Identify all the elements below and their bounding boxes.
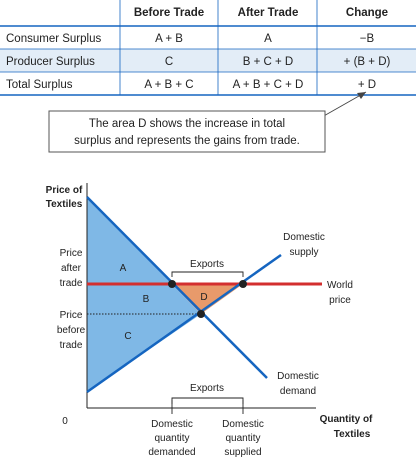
demand-label-line1: Domestic: [277, 371, 319, 382]
trade-diagram: Exports Exports A B D C Price of Textile…: [46, 183, 373, 458]
row-label-producer: Producer Surplus: [6, 56, 95, 68]
price-after-line1: Price: [60, 248, 83, 259]
domestic-demand-curve: [86, 196, 268, 379]
note-pointer-arrowhead: [357, 92, 366, 99]
qd-label-line3: demanded: [148, 447, 195, 458]
y-axis-title-line1: Price of: [46, 185, 83, 196]
qd-label-line2: quantity: [154, 433, 189, 444]
cell-total-change: + D: [358, 79, 376, 91]
area-c-label: C: [124, 331, 131, 342]
supply-label-line1: Domestic: [283, 232, 325, 243]
x-axis-title-line2: Textiles: [334, 429, 371, 440]
supply-label-line2: supply: [290, 247, 319, 258]
exports-label-upper: Exports: [190, 259, 224, 270]
cell-producer-change: + (B + D): [344, 56, 391, 68]
area-a-label: A: [120, 263, 127, 274]
cell-consumer-change: −B: [360, 33, 375, 45]
area-b-label: B: [143, 294, 150, 305]
table-header-after: After Trade: [238, 7, 299, 19]
cell-producer-before: C: [165, 56, 173, 68]
row-label-total: Total Surplus: [6, 79, 73, 91]
row-label-consumer: Consumer Surplus: [6, 33, 101, 45]
cell-consumer-after: A: [264, 33, 272, 45]
qs-label-line1: Domestic: [222, 419, 264, 430]
qs-label-line3: supplied: [224, 447, 261, 458]
surplus-table: Before Trade After Trade Change Consumer…: [0, 0, 416, 96]
supply-world-point: [239, 280, 247, 288]
price-after-line2: after: [61, 263, 82, 274]
demand-world-point: [168, 280, 176, 288]
exports-bracket-upper: [171, 271, 244, 277]
price-before-line3: trade: [60, 340, 83, 351]
cell-total-before: A + B + C: [144, 79, 193, 91]
origin-label: 0: [62, 416, 68, 427]
equilibrium-point: [197, 310, 205, 318]
qs-label-line2: quantity: [225, 433, 260, 444]
qd-label-line1: Domestic: [151, 419, 193, 430]
price-before-line1: Price: [60, 310, 83, 321]
table-header-before: Before Trade: [134, 7, 204, 19]
x-axis-title-line1: Quantity of: [320, 414, 373, 425]
consumer-surplus-area: [87, 197, 201, 392]
price-after-line3: trade: [60, 278, 83, 289]
gains-note: The area D shows the increase in total s…: [48, 91, 367, 153]
cell-consumer-before: A + B: [155, 33, 183, 45]
y-axis-title-line2: Textiles: [46, 199, 83, 210]
cell-total-after: A + B + C + D: [233, 79, 304, 91]
note-box: [48, 110, 326, 153]
table-row-shade: [0, 49, 416, 72]
note-pointer-line: [321, 91, 367, 118]
area-d-label: D: [200, 292, 207, 303]
price-before-line2: before: [57, 325, 86, 336]
table-header-change: Change: [346, 7, 388, 19]
exports-label-lower: Exports: [190, 383, 224, 394]
note-line-1: The area D shows the increase in total: [89, 118, 285, 130]
note-line-2: surplus and represents the gains from tr…: [74, 135, 300, 147]
demand-label-line2: demand: [280, 386, 316, 397]
area-d-gains: [172, 284, 243, 314]
world-price-label-line2: price: [329, 295, 351, 306]
domestic-supply-curve: [86, 253, 282, 394]
world-price-label-line1: World: [327, 280, 353, 291]
cell-producer-after: B + C + D: [243, 56, 294, 68]
exports-bracket-lower: [171, 397, 244, 404]
